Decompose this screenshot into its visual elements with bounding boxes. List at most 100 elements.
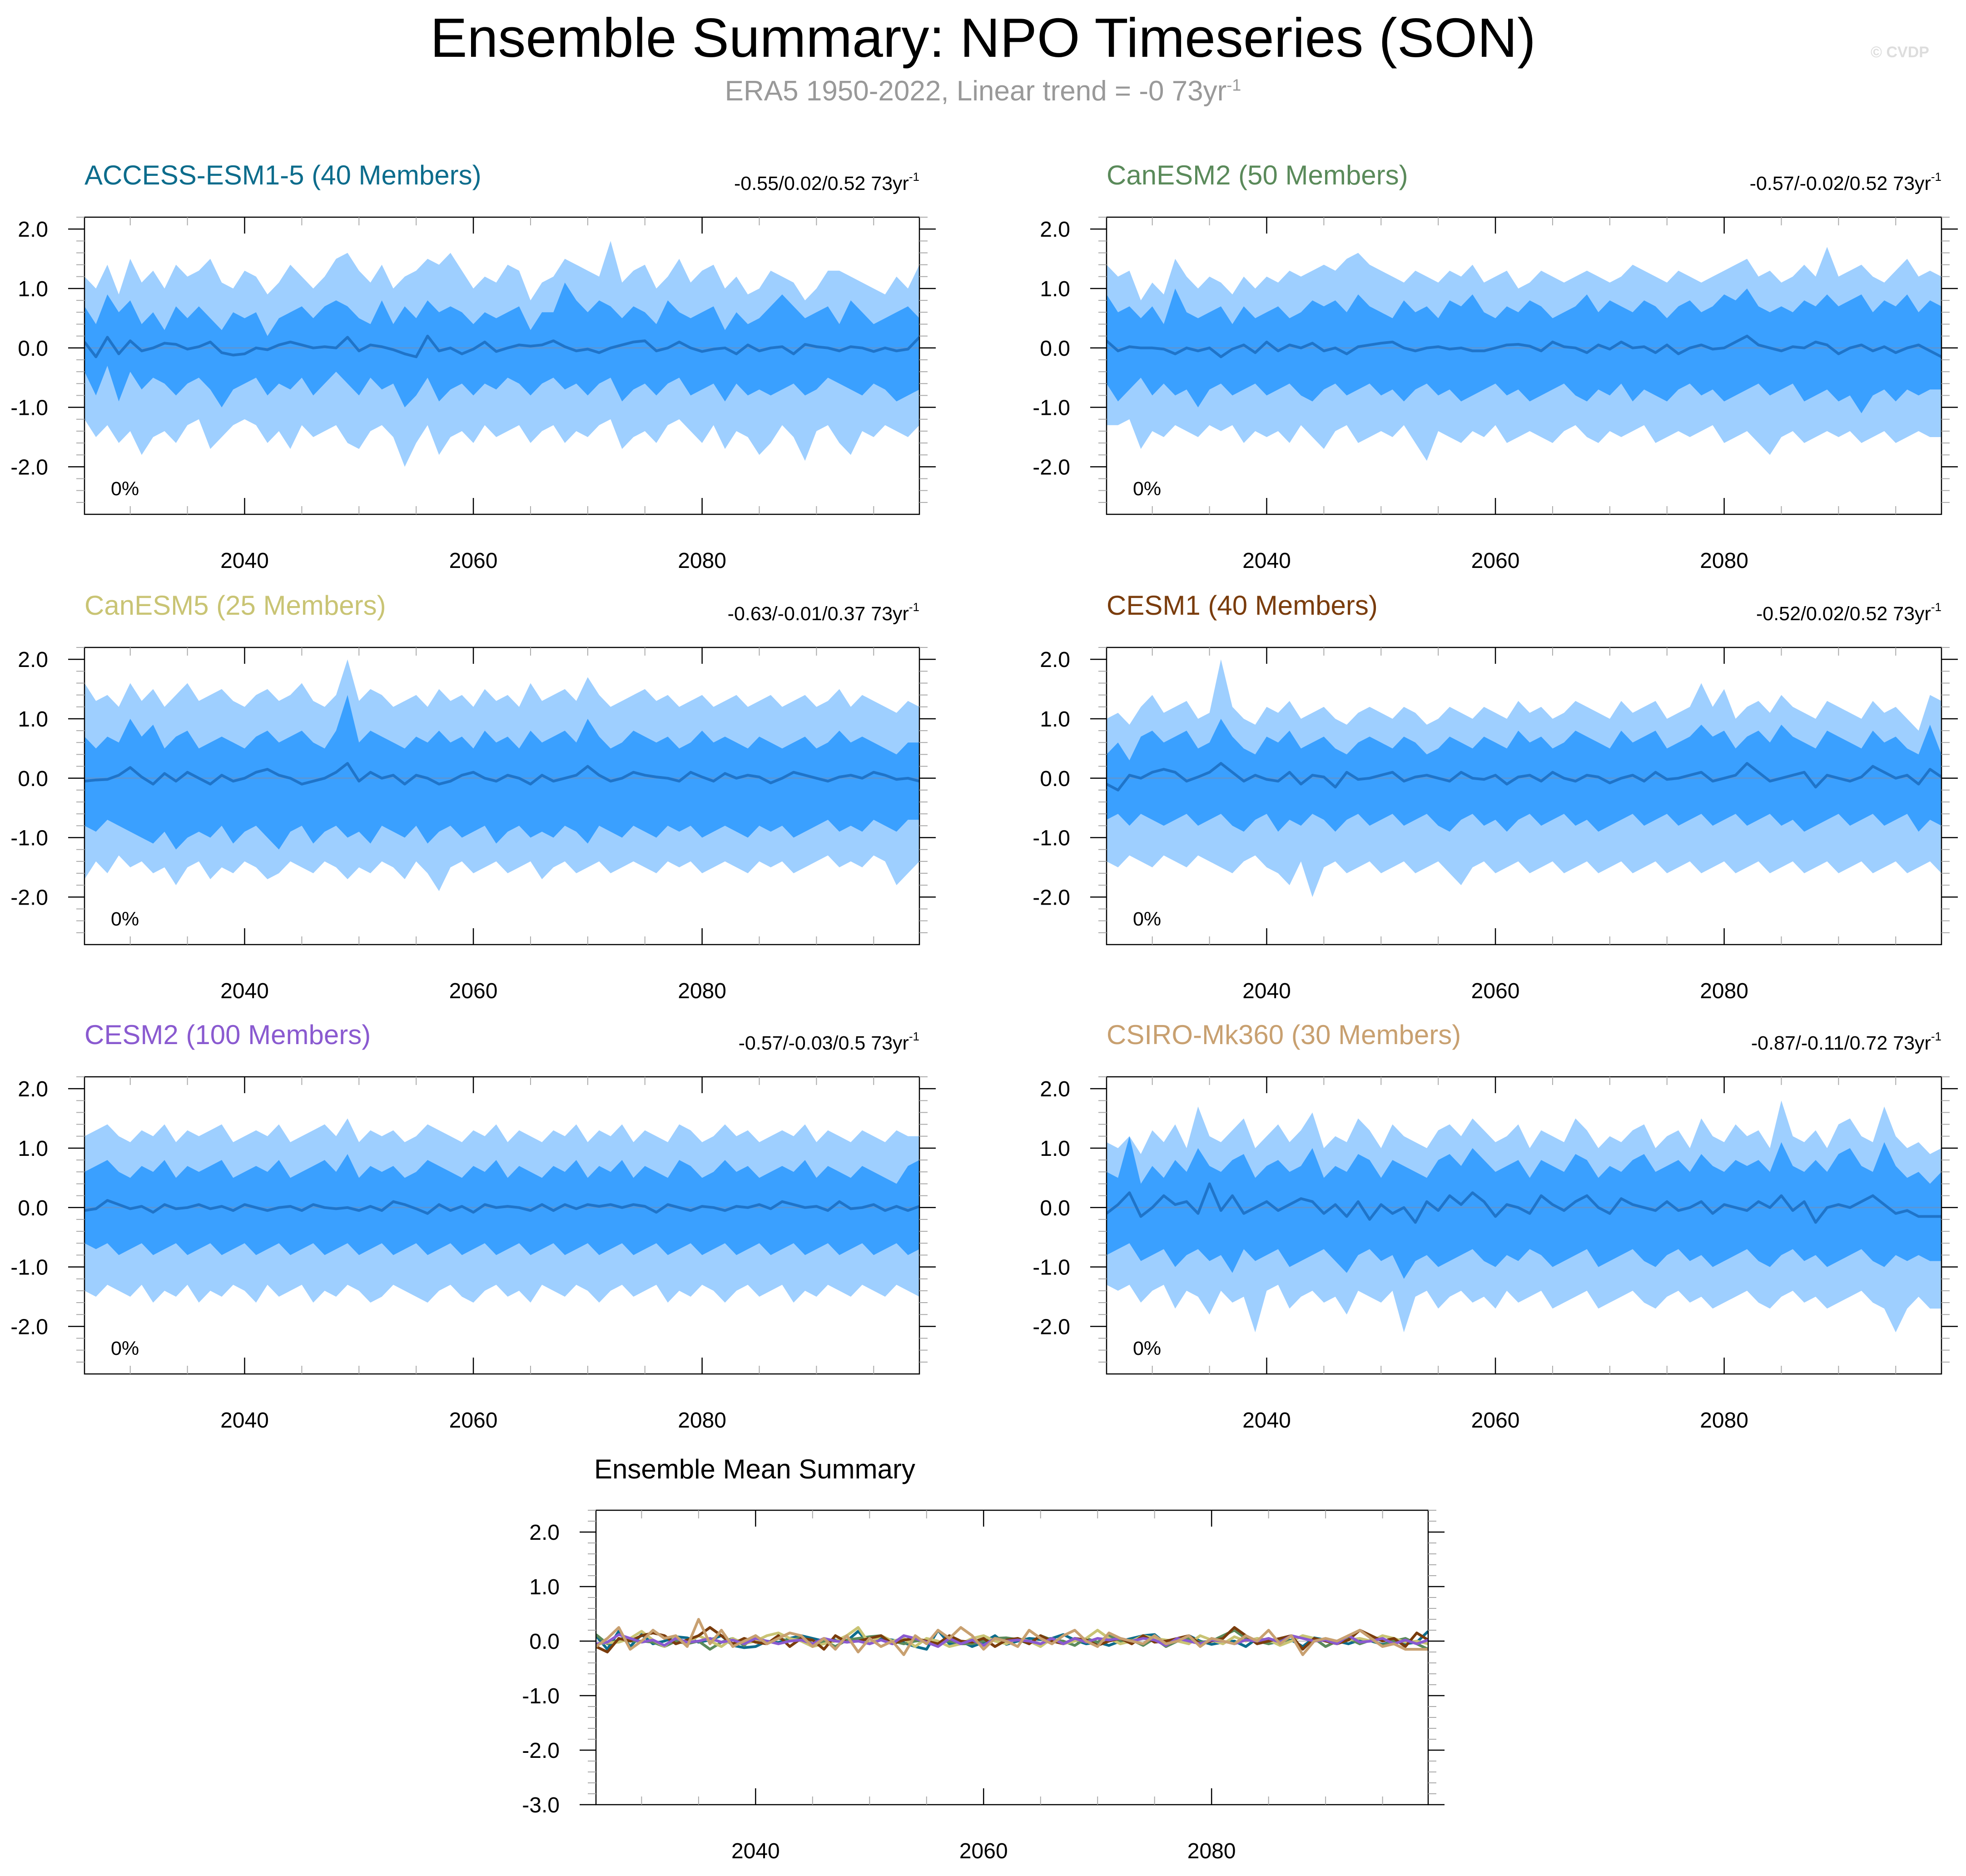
- y-tick-label: 0.0: [18, 1196, 48, 1220]
- x-tick-label: 2080: [1700, 979, 1748, 1003]
- y-tick-label: 2.0: [18, 218, 48, 242]
- trend-label: -0.87/-0.11/0.72 73yr-1: [1751, 1030, 1941, 1054]
- y-tick-label: -1.0: [10, 396, 48, 420]
- trend-label: -0.57/-0.03/0.5 73yr-1: [739, 1030, 919, 1054]
- inner-spread-band: [84, 282, 919, 408]
- percent-label: 0%: [1133, 1338, 1161, 1359]
- y-tick-label: -2.0: [522, 1739, 560, 1763]
- x-tick-label: 2060: [1471, 979, 1520, 1003]
- ensemble-mean-line: [1107, 334, 1941, 358]
- y-tick-label: -2.0: [10, 1315, 48, 1339]
- percent-label: 0%: [1133, 478, 1161, 500]
- x-tick-label: 2060: [959, 1839, 1008, 1863]
- x-tick-label: 2040: [220, 549, 269, 573]
- page-subtitle: ERA5 1950-2022, Linear trend = -0 73yr-1: [0, 75, 1966, 107]
- plot-frame: [595, 1509, 1429, 1806]
- y-tick-label: -3.0: [522, 1793, 560, 1817]
- y-tick-label: 2.0: [529, 1521, 560, 1545]
- x-tick-label: 2060: [1471, 549, 1520, 573]
- ensemble-mean-line: [84, 334, 919, 358]
- plot-frame: [84, 647, 920, 945]
- panel-title: ACCESS-ESM1-5 (40 Members): [84, 160, 482, 190]
- y-tick-label: -1.0: [1033, 396, 1070, 420]
- percent-label: 0%: [111, 1338, 139, 1359]
- y-tick-label: -2.0: [10, 886, 48, 910]
- x-tick-label: 2040: [1242, 1408, 1291, 1433]
- y-tick-label: 0.0: [1040, 337, 1070, 361]
- x-tick-label: 2080: [1187, 1839, 1236, 1863]
- x-tick-label: 2040: [731, 1839, 780, 1863]
- chart-panel-4: 2.0 1.0 0.0 -1.0 -2.0 2040 2060 2080 CESM2 (100 …: [10, 1020, 936, 1433]
- y-tick-label: 1.0: [18, 277, 48, 301]
- panel-title: CSIRO-Mk360 (30 Members): [1107, 1020, 1461, 1050]
- panel-title: CanESM5 (25 Members): [84, 590, 386, 621]
- y-tick-label: 1.0: [1040, 707, 1070, 731]
- plot-frame: [1106, 647, 1942, 945]
- trend-label: -0.52/0.02/0.52 73yr-1: [1756, 600, 1941, 625]
- trend-label: -0.63/-0.01/0.37 73yr-1: [728, 600, 919, 625]
- ensemble-mean-series-5: [596, 1618, 1428, 1656]
- y-tick-label: -2.0: [10, 455, 48, 479]
- chart-panel-6: 2.0 1.0 0.0 -1.0 -2.0 -3.0 2040 2060 2080 Ensembl…: [522, 1454, 1445, 1863]
- x-tick-label: 2060: [1471, 1408, 1520, 1433]
- ensemble-mean-line: [84, 1199, 919, 1215]
- x-tick-label: 2040: [1242, 979, 1291, 1003]
- chart-panel-3: 2.0 1.0 0.0 -1.0 -2.0 2040 2060 2080 CESM1 (40 M…: [1033, 590, 1958, 1003]
- inner-spread-band: [84, 1154, 919, 1255]
- chart-panel-1: 2.0 1.0 0.0 -1.0 -2.0 2040 2060 2080 CanESM2 (50…: [1033, 160, 1958, 573]
- ensemble-mean-line: [1107, 1182, 1941, 1224]
- y-tick-label: 2.0: [1040, 218, 1070, 242]
- y-tick-label: -1.0: [10, 826, 48, 851]
- y-tick-label: 1.0: [529, 1575, 560, 1599]
- x-tick-label: 2060: [449, 549, 498, 573]
- chart-panel-2: 2.0 1.0 0.0 -1.0 -2.0 2040 2060 2080 CanESM5 (25…: [10, 590, 936, 1003]
- x-tick-label: 2080: [1700, 549, 1748, 573]
- page-title: Ensemble Summary: NPO Timeseries (SON): [430, 7, 1536, 69]
- inner-spread-band: [84, 695, 919, 850]
- x-tick-label: 2040: [220, 979, 269, 1003]
- y-tick-label: 0.0: [18, 337, 48, 361]
- subtitle-text: ERA5 1950-2022, Linear trend = -0 73yr: [725, 75, 1227, 107]
- trend-label: -0.55/0.02/0.52 73yr-1: [734, 170, 919, 194]
- y-tick-label: 0.0: [18, 767, 48, 791]
- x-tick-label: 2080: [678, 549, 726, 573]
- y-tick-label: 2.0: [1040, 1077, 1070, 1101]
- x-tick-label: 2060: [449, 1408, 498, 1433]
- chart-panel-0: 2.0 1.0 0.0 -1.0 -2.0 2040 2060 2080 ACCESS-ESM1…: [10, 160, 936, 573]
- y-tick-label: -1.0: [522, 1684, 560, 1708]
- plot-frame: [1106, 216, 1942, 515]
- y-tick-label: 0.0: [1040, 767, 1070, 791]
- credit-label: © CVDP: [1871, 44, 1929, 61]
- y-tick-label: 1.0: [1040, 277, 1070, 301]
- y-tick-label: -2.0: [1033, 455, 1070, 479]
- y-tick-label: -1.0: [10, 1256, 48, 1280]
- y-tick-label: -2.0: [1033, 1315, 1070, 1339]
- plot-frame: [1106, 1076, 1942, 1375]
- y-tick-label: 0.0: [529, 1630, 560, 1654]
- ensemble-mean-line: [1107, 762, 1941, 791]
- panel-title: CESM2 (100 Members): [84, 1020, 371, 1050]
- y-tick-label: 2.0: [1040, 648, 1070, 672]
- chart-panel-5: 2.0 1.0 0.0 -1.0 -2.0 2040 2060 2080 CSIRO-Mk360…: [1033, 1020, 1958, 1433]
- y-tick-label: 1.0: [18, 707, 48, 731]
- y-tick-label: -2.0: [1033, 886, 1070, 910]
- x-tick-label: 2040: [1242, 549, 1291, 573]
- y-tick-label: 1.0: [1040, 1137, 1070, 1161]
- panel-title: CESM1 (40 Members): [1107, 590, 1378, 621]
- y-tick-label: 2.0: [18, 648, 48, 672]
- percent-label: 0%: [1133, 908, 1161, 930]
- percent-label: 0%: [111, 478, 139, 500]
- trend-label: -0.57/-0.02/0.52 73yr-1: [1750, 170, 1941, 194]
- plot-frame: [84, 216, 920, 515]
- inner-spread-band: [1107, 289, 1941, 413]
- y-tick-label: 2.0: [18, 1077, 48, 1101]
- y-tick-label: 1.0: [18, 1137, 48, 1161]
- subtitle-superscript: -1: [1226, 75, 1241, 95]
- x-tick-label: 2080: [1700, 1408, 1748, 1433]
- y-tick-label: 0.0: [1040, 1196, 1070, 1220]
- percent-label: 0%: [111, 908, 139, 930]
- x-tick-label: 2040: [220, 1408, 269, 1433]
- y-tick-label: -1.0: [1033, 826, 1070, 851]
- ensemble-mean-line: [84, 762, 919, 786]
